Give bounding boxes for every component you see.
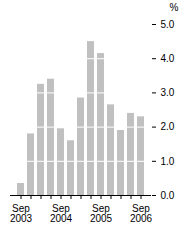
svg-text:2.0: 2.0 [161,121,175,132]
svg-text:4.0: 4.0 [161,53,175,64]
svg-text:1.0: 1.0 [161,156,175,167]
svg-text:Sep2006: Sep2006 [130,203,153,224]
svg-text:Sep2004: Sep2004 [50,203,73,224]
svg-text:0.0: 0.0 [161,190,175,201]
svg-text:3.0: 3.0 [161,87,175,98]
svg-text:Sep2003: Sep2003 [10,203,33,224]
svg-text:5.0: 5.0 [161,19,175,30]
svg-text:Sep2005: Sep2005 [90,203,113,224]
svg-text:%: % [170,2,179,13]
